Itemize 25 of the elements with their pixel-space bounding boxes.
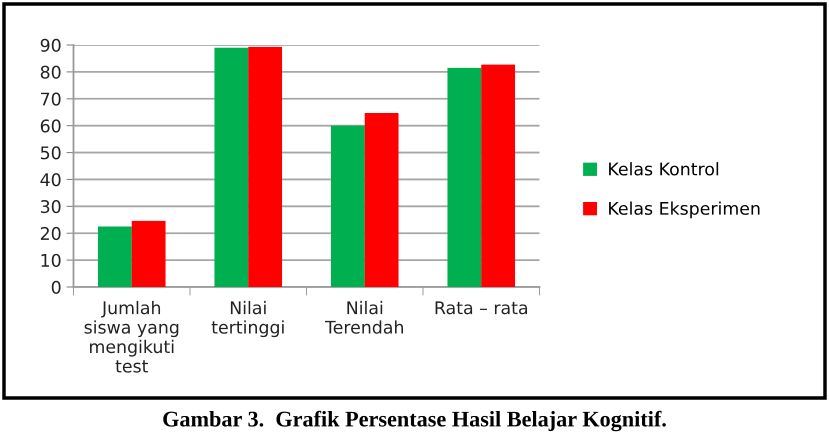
legend-label: Kelas Kontrol bbox=[609, 162, 718, 176]
bar bbox=[132, 220, 166, 287]
x-tick-label: Nilai Terendah bbox=[324, 300, 403, 334]
y-tick-label: 70 bbox=[41, 92, 61, 106]
x-tick-label: Rata – rata bbox=[436, 301, 528, 314]
bar bbox=[364, 113, 399, 287]
bar bbox=[447, 68, 482, 287]
bar bbox=[481, 64, 516, 287]
y-tick-label: 50 bbox=[40, 146, 61, 160]
text: Gambar 3. Grafik Persentase Hasil Belajar Kognitif. bbox=[163, 410, 666, 432]
bar bbox=[248, 46, 282, 287]
legend-label: Kelas Eksperimen bbox=[609, 201, 760, 218]
bar bbox=[214, 48, 248, 287]
y-tick-label: 90 bbox=[40, 38, 61, 52]
y-tick-label: 80 bbox=[40, 66, 61, 79]
y-tick-label: 0 bbox=[52, 280, 61, 294]
bar bbox=[98, 226, 132, 287]
y-tick-label: 20 bbox=[40, 226, 61, 240]
x-tick-label: Jumlah siswa yang mengikuti test bbox=[84, 300, 178, 373]
x-tick-label: Nilai tertinggi bbox=[212, 300, 284, 338]
bar bbox=[330, 126, 365, 287]
y-tick-label: 10 bbox=[42, 254, 61, 267]
y-tick-label: 30 bbox=[40, 200, 61, 214]
y-tick-label: 60 bbox=[40, 119, 61, 133]
y-tick-label: 40 bbox=[40, 173, 61, 186]
